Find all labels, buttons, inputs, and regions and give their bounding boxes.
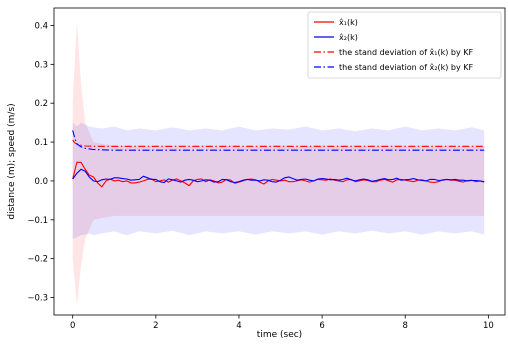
y-tick-label: −0.1 [27, 216, 48, 226]
legend-label-1: x̂₁(k) [339, 17, 358, 27]
legend-box [307, 11, 502, 79]
legend-label-3: the stand deviation of x̂₁(k) by KF [339, 47, 474, 57]
legend-label-2: x̂₂(k) [339, 32, 358, 42]
legend: x̂₁(k) x̂₂(k) the stand deviation of x̂₁(k… [307, 11, 502, 79]
x-tick-label: 8 [403, 321, 408, 331]
y-tick-label: −0.3 [27, 294, 48, 304]
y-tick-label: −0.2 [27, 255, 48, 265]
x-tick-label: 10 [483, 321, 494, 331]
x-tick-label: 6 [319, 321, 324, 331]
y-axis: −0.3 −0.2 −0.1 0.0 0.1 0.2 0.3 0.4 [27, 21, 54, 304]
std-band-1 [72, 21, 485, 306]
x-tick-label: 0 [70, 321, 75, 331]
y-tick-label: 0.1 [34, 138, 48, 148]
series-line-2 [72, 168, 485, 184]
plot-frame [53, 7, 506, 316]
y-axis-label: distance (m); speed (m/s) [7, 103, 17, 219]
x-tick-label: 4 [236, 321, 241, 331]
y-tick-label: 0.2 [34, 99, 48, 109]
x-tick-label: 2 [153, 321, 158, 331]
series-lines [72, 130, 485, 188]
x-axis-label: time (sec) [257, 330, 302, 340]
legend-label-4: the stand deviation of x̂₂(k) by KF [339, 62, 474, 72]
series-line-4 [72, 130, 485, 151]
y-tick-label: 0.0 [34, 177, 48, 187]
y-tick-label: 0.4 [34, 21, 48, 31]
y-tick-label: 0.3 [34, 60, 48, 70]
x-axis: 0 2 4 6 8 10 [70, 315, 494, 331]
